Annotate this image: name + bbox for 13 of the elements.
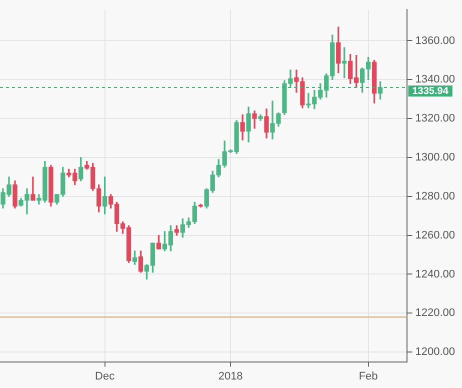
y-tick-label: 1360.00 [415,34,456,47]
x-tick-label: 2018 [218,370,243,382]
y-tick-label: 1340.00 [415,74,456,86]
y-tick-label: 1320.00 [415,112,456,125]
y-tick-label: 1220.00 [415,307,456,320]
y-tick-label: 1280.00 [415,190,456,202]
ref-line-label: 1335.94 [412,86,449,97]
x-tick-label: Dec [95,370,116,382]
y-tick-label: 1200.00 [415,346,456,358]
y-tick-label: 1240.00 [415,268,456,280]
y-tick-label: 1260.00 [415,229,456,242]
y-tick-label: 1300.00 [415,152,456,164]
x-tick-label: Feb [358,370,378,382]
